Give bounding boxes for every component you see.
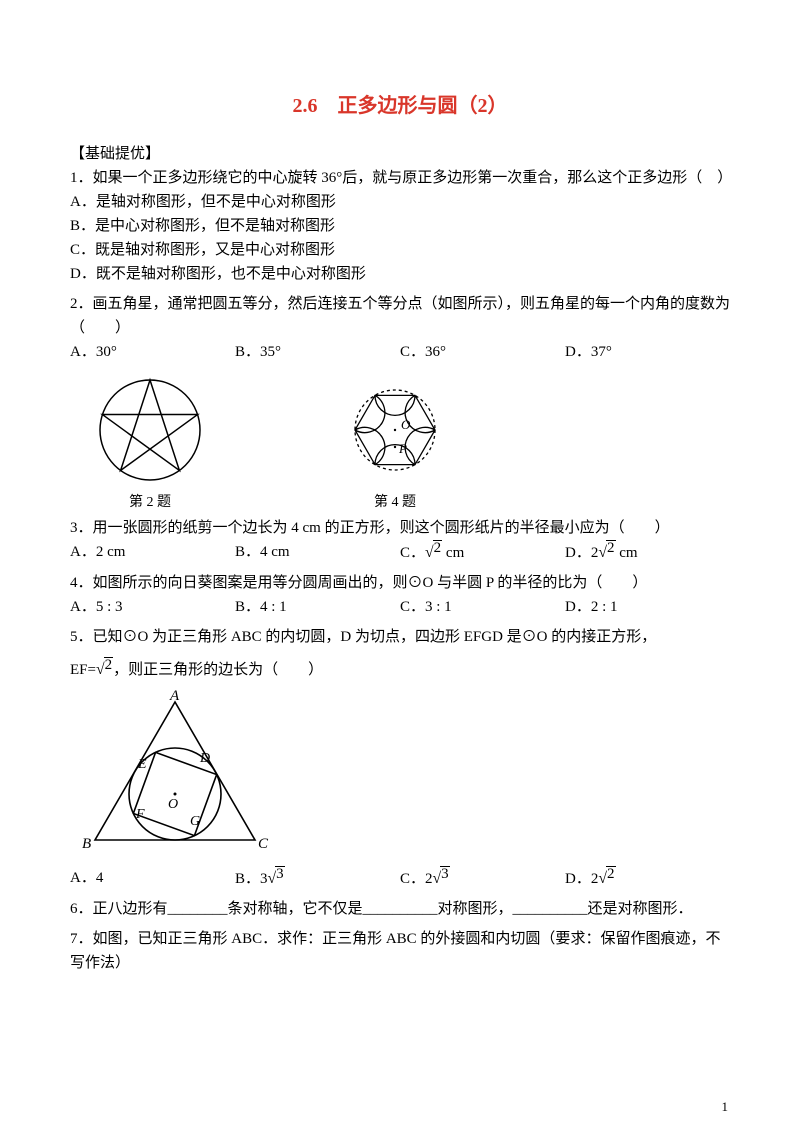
figure-q4: O P 第 4 题 xyxy=(330,370,460,514)
figure-row: 第 2 题 O P xyxy=(90,370,730,514)
q2-option-d: D．37° xyxy=(565,340,730,364)
triangle-incircle-square-diagram: A B C E D F G O xyxy=(80,690,270,860)
q3-option-b: B．4 cm xyxy=(235,540,400,565)
q1-option-d: D．既不是轴对称图形，也不是中心对称图形 xyxy=(70,262,730,286)
figure-q2: 第 2 题 xyxy=(90,370,210,514)
svg-text:E: E xyxy=(137,757,147,772)
label-P: P xyxy=(398,441,407,456)
q3-option-c: C．2 cm xyxy=(400,540,565,565)
q5-option-c: C．23 xyxy=(400,866,565,891)
question-4: 4．如图所示的向日葵图案是用等分圆周画出的，则⊙O 与半圆 P 的半径的比为（ … xyxy=(70,571,730,619)
svg-text:F: F xyxy=(135,807,145,822)
q4-option-d: D．2 : 1 xyxy=(565,595,730,619)
pentagram-diagram xyxy=(90,370,210,490)
page: 2.6 正多边形与圆（2） 【基础提优】 1．如果一个正多边形绕它的中心旋转 3… xyxy=(0,0,800,1132)
q1-option-a: A．是轴对称图形，但不是中心对称图形 xyxy=(70,190,730,214)
question-2: 2．画五角星，通常把圆五等分，然后连接五个等分点（如图所示），则五角星的每一个内… xyxy=(70,292,730,364)
section-heading: 【基础提优】 xyxy=(70,142,730,166)
sqrt-icon: 2 xyxy=(598,866,615,883)
svg-text:B: B xyxy=(82,836,91,852)
q4-options: A．5 : 3 B．4 : 1 C．3 : 1 D．2 : 1 xyxy=(70,595,730,619)
q2-option-b: B．35° xyxy=(235,340,400,364)
q3-option-d: D．22 cm xyxy=(565,540,730,565)
figure-q2-caption: 第 2 题 xyxy=(90,492,210,514)
figure-q5: A B C E D F G O xyxy=(80,690,730,860)
sqrt-icon: 2 xyxy=(425,540,442,557)
q3-options: A．2 cm B．4 cm C．2 cm D．22 cm xyxy=(70,540,730,565)
label-O: O xyxy=(401,417,411,432)
sqrt-icon: 3 xyxy=(433,866,450,883)
page-title: 2.6 正多边形与圆（2） xyxy=(70,90,730,122)
svg-text:G: G xyxy=(190,814,200,829)
q2-options: A．30° B．35° C．36° D．37° xyxy=(70,340,730,364)
q5-option-d: D．22 xyxy=(565,866,730,891)
question-5: 5．已知⊙O 为正三角形 ABC 的内切圆，D 为切点，四边形 EFGD 是⊙O… xyxy=(70,625,730,891)
q5-options: A．4 B．33 C．23 D．22 xyxy=(70,866,730,891)
svg-text:C: C xyxy=(258,836,269,852)
sqrt-icon: 3 xyxy=(268,866,285,883)
question-1: 1．如果一个正多边形绕它的中心旋转 36°后，就与原正多边形第一次重合，那么这个… xyxy=(70,166,730,286)
sqrt-icon: 2 xyxy=(96,657,113,674)
q1-option-c: C．既是轴对称图形，又是中心对称图形 xyxy=(70,238,730,262)
question-7: 7．如图，已知正三角形 ABC．求作：正三角形 ABC 的外接圆和内切圆（要求：… xyxy=(70,927,730,975)
q4-option-b: B．4 : 1 xyxy=(235,595,400,619)
sunflower-diagram: O P xyxy=(330,370,460,490)
q3-option-a: A．2 cm xyxy=(70,540,235,565)
q4-option-c: C．3 : 1 xyxy=(400,595,565,619)
figure-q4-caption: 第 4 题 xyxy=(330,492,460,514)
q4-option-a: A．5 : 3 xyxy=(70,595,235,619)
q2-option-a: A．30° xyxy=(70,340,235,364)
q5-stem2: EF=2，则正三角形的边长为（ ） xyxy=(70,657,730,682)
q2-option-c: C．36° xyxy=(400,340,565,364)
question-3: 3．用一张圆形的纸剪一个边长为 4 cm 的正方形，则这个圆形纸片的半径最小应为… xyxy=(70,516,730,565)
svg-text:D: D xyxy=(199,751,210,766)
q2-stem: 2．画五角星，通常把圆五等分，然后连接五个等分点（如图所示），则五角星的每一个内… xyxy=(70,292,730,340)
svg-text:A: A xyxy=(169,690,180,704)
svg-text:O: O xyxy=(168,797,178,812)
q5-stem1: 5．已知⊙O 为正三角形 ABC 的内切圆，D 为切点，四边形 EFGD 是⊙O… xyxy=(70,625,730,649)
q5-option-a: A．4 xyxy=(70,866,235,891)
q1-option-b: B．是中心对称图形，但不是轴对称图形 xyxy=(70,214,730,238)
q5-option-b: B．33 xyxy=(235,866,400,891)
page-number: 1 xyxy=(722,1097,729,1118)
sqrt-icon: 2 xyxy=(598,540,615,557)
q4-stem: 4．如图所示的向日葵图案是用等分圆周画出的，则⊙O 与半圆 P 的半径的比为（ … xyxy=(70,571,730,595)
q3-stem: 3．用一张圆形的纸剪一个边长为 4 cm 的正方形，则这个圆形纸片的半径最小应为… xyxy=(70,516,730,540)
q1-stem: 1．如果一个正多边形绕它的中心旋转 36°后，就与原正多边形第一次重合，那么这个… xyxy=(70,166,730,190)
question-6: 6．正八边形有________条对称轴，它不仅是__________对称图形，_… xyxy=(70,897,730,921)
